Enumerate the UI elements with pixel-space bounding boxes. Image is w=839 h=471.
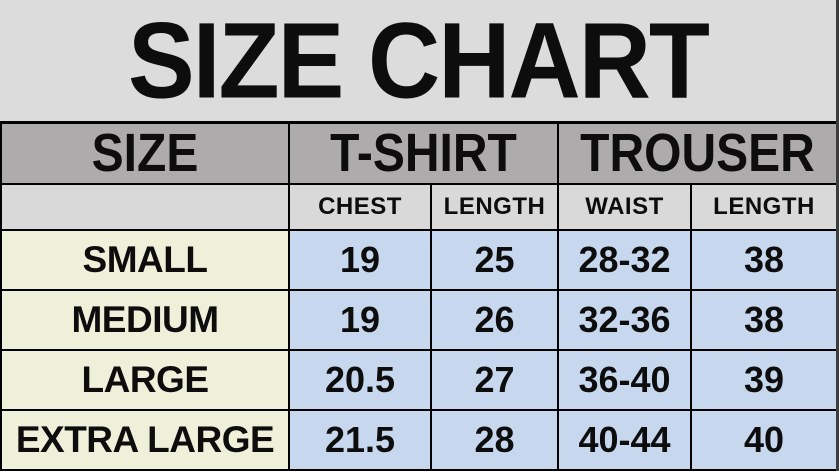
page-title: SIZE CHART: [128, 0, 710, 121]
value-cell-chest: 20.5: [288, 349, 432, 411]
column-group-tshirt-label: T-SHIRT: [330, 123, 517, 184]
value-cell-chest: 21.5: [288, 409, 432, 471]
value-cell-tshirt-length: 27: [430, 349, 559, 411]
column-header-size-label: SIZE: [91, 123, 199, 184]
table-row-medium: MEDIUM 19 26 32-36 38: [0, 289, 836, 351]
table-row-large: LARGE 20.5 27 36-40 39: [0, 349, 836, 411]
subheader-trouser-waist: WAIST: [557, 183, 692, 231]
table-row-extra-large: EXTRA LARGE 21.5 28 40-44 40: [0, 409, 836, 471]
subheader-row: CHEST LENGTH WAIST LENGTH: [0, 183, 836, 231]
value-cell-trouser-length: 39: [690, 349, 836, 411]
value-cell-chest: 19: [288, 229, 432, 291]
column-group-trouser: TROUSER: [557, 121, 836, 185]
size-label-cell: EXTRA LARGE: [0, 409, 290, 471]
value-cell-waist: 36-40: [557, 349, 692, 411]
value-cell-tshirt-length: 28: [430, 409, 559, 471]
value-cell-tshirt-length: 25: [430, 229, 559, 291]
table-row-small: SMALL 19 25 28-32 38: [0, 229, 836, 291]
column-group-trouser-label: TROUSER: [580, 123, 815, 184]
column-group-tshirt: T-SHIRT: [288, 121, 559, 185]
value-cell-waist: 28-32: [557, 229, 692, 291]
size-label-cell: LARGE: [0, 349, 290, 411]
header-row: SIZE T-SHIRT TROUSER: [0, 121, 836, 185]
value-cell-chest: 19: [288, 289, 432, 351]
size-label-cell: SMALL: [0, 229, 290, 291]
value-cell-trouser-length: 40: [690, 409, 836, 471]
value-cell-trouser-length: 38: [690, 289, 836, 351]
subheader-tshirt-chest: CHEST: [288, 183, 432, 231]
column-header-size: SIZE: [0, 121, 290, 185]
size-chart-table: SIZE T-SHIRT TROUSER CHEST LENGTH WAIST …: [0, 121, 836, 471]
size-label-cell: MEDIUM: [0, 289, 290, 351]
subheader-empty-cell: [0, 183, 290, 231]
value-cell-waist: 32-36: [557, 289, 692, 351]
value-cell-waist: 40-44: [557, 409, 692, 471]
value-cell-trouser-length: 38: [690, 229, 836, 291]
value-cell-tshirt-length: 26: [430, 289, 559, 351]
title-area: SIZE CHART: [0, 0, 836, 121]
subheader-tshirt-length: LENGTH: [430, 183, 559, 231]
subheader-trouser-length: LENGTH: [690, 183, 836, 231]
